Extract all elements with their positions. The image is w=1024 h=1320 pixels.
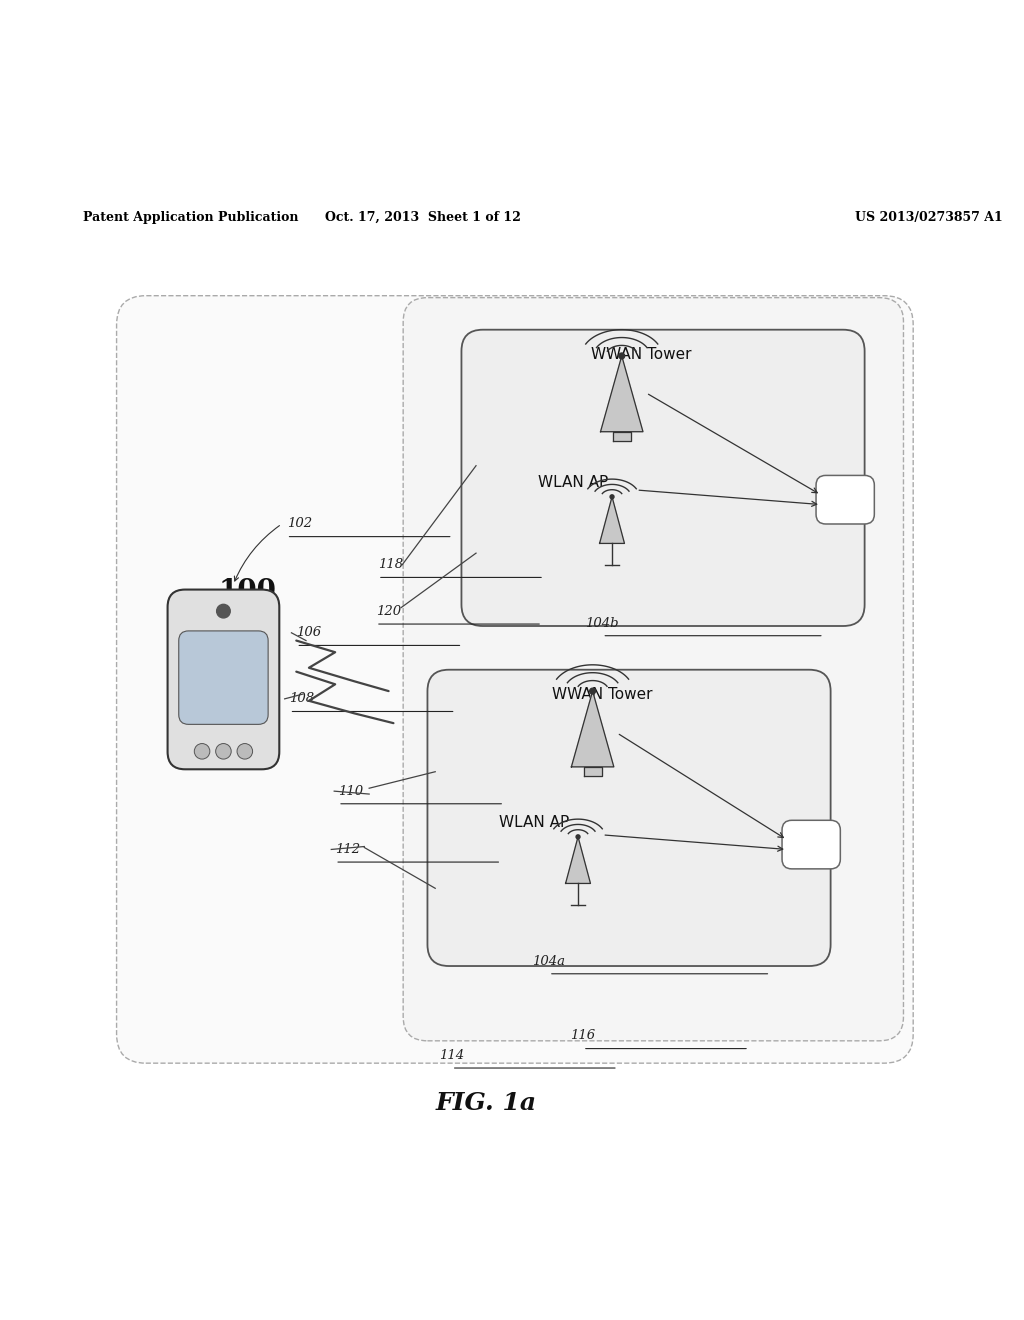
Polygon shape xyxy=(600,496,625,544)
Text: 100: 100 xyxy=(219,578,276,606)
Circle shape xyxy=(590,688,596,694)
Text: FIG. 1a: FIG. 1a xyxy=(435,1092,537,1115)
Text: 110: 110 xyxy=(338,784,364,797)
Text: 126: 126 xyxy=(799,838,823,851)
Text: 108: 108 xyxy=(290,693,314,705)
Circle shape xyxy=(618,352,625,359)
Text: 114: 114 xyxy=(439,1049,464,1061)
Text: 116: 116 xyxy=(570,1030,595,1043)
Text: US 2013/0273857 A1: US 2013/0273857 A1 xyxy=(855,211,1002,224)
FancyBboxPatch shape xyxy=(427,669,830,966)
Text: Patent Application Publication: Patent Application Publication xyxy=(83,211,298,224)
FancyBboxPatch shape xyxy=(462,330,864,626)
Polygon shape xyxy=(565,837,591,883)
Text: 126: 126 xyxy=(833,494,858,506)
Text: WWAN Tower: WWAN Tower xyxy=(591,347,691,362)
FancyBboxPatch shape xyxy=(403,297,903,1041)
Text: WLAN AP: WLAN AP xyxy=(499,814,569,830)
Polygon shape xyxy=(571,692,613,767)
Circle shape xyxy=(216,743,231,759)
Text: 104a: 104a xyxy=(532,954,565,968)
Circle shape xyxy=(610,495,614,499)
FancyBboxPatch shape xyxy=(179,631,268,725)
Polygon shape xyxy=(612,432,631,441)
FancyBboxPatch shape xyxy=(168,590,280,770)
Text: WLAN AP: WLAN AP xyxy=(538,475,608,490)
Text: 118: 118 xyxy=(378,558,403,572)
Text: 106: 106 xyxy=(296,626,322,639)
Text: 102: 102 xyxy=(287,517,311,531)
Text: 112: 112 xyxy=(335,843,360,855)
FancyBboxPatch shape xyxy=(117,296,913,1063)
Text: Oct. 17, 2013  Sheet 1 of 12: Oct. 17, 2013 Sheet 1 of 12 xyxy=(325,211,520,224)
FancyBboxPatch shape xyxy=(782,820,841,869)
Text: 120: 120 xyxy=(376,605,401,618)
Polygon shape xyxy=(584,767,602,776)
Text: 104b: 104b xyxy=(586,616,620,630)
Circle shape xyxy=(195,743,210,759)
FancyBboxPatch shape xyxy=(816,475,874,524)
Polygon shape xyxy=(600,356,643,432)
Circle shape xyxy=(237,743,253,759)
Circle shape xyxy=(577,834,580,838)
Circle shape xyxy=(217,605,230,618)
Text: WWAN Tower: WWAN Tower xyxy=(552,688,652,702)
